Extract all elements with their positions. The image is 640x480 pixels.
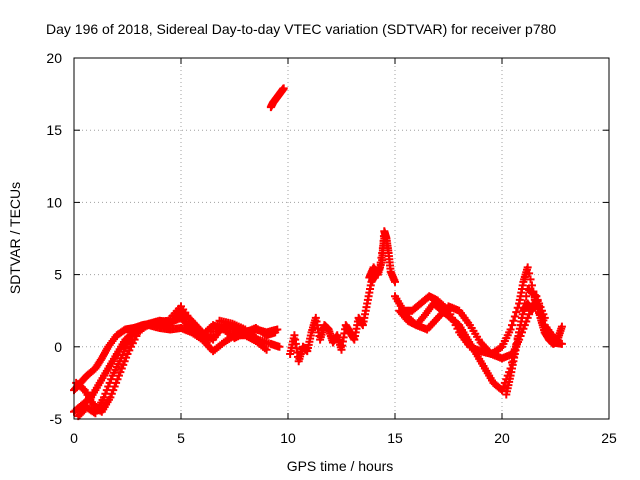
y-tick-label: -5 [50, 411, 63, 427]
data-point [391, 277, 399, 286]
data-point [271, 328, 280, 337]
grid-lines [74, 58, 609, 419]
data-point [527, 281, 536, 290]
data-point [525, 269, 534, 278]
x-tick-label: 20 [494, 430, 510, 446]
y-tick-label: 10 [46, 194, 62, 210]
series-late [502, 296, 566, 399]
data-points [70, 84, 566, 421]
y-tick-label: 20 [46, 50, 62, 66]
x-tick-label: 25 [601, 430, 617, 446]
data-point [512, 308, 521, 317]
plot-frame [73, 57, 610, 420]
data-point [510, 312, 519, 321]
series-track-D [72, 313, 280, 416]
y-tick-label: 0 [54, 339, 62, 355]
data-point [557, 339, 566, 348]
series-peak [365, 227, 399, 286]
series-isolated-burst [266, 84, 288, 112]
y-tick-label: 15 [46, 122, 62, 138]
axis-ticks: 0 5 10 15 20 25 -5 0 5 10 15 20 [46, 50, 617, 446]
x-tick-label: 0 [70, 430, 78, 446]
data-point [509, 316, 518, 325]
series-scattered [286, 234, 389, 366]
chart-title: Day 196 of 2018, Sidereal Day-to-day VTE… [46, 21, 556, 37]
x-tick-label: 15 [387, 430, 403, 446]
data-point [506, 325, 515, 334]
data-point [526, 275, 535, 284]
data-point [507, 321, 516, 330]
data-point [262, 345, 271, 354]
x-tick-label: 5 [177, 430, 185, 446]
y-axis-label: SDTVAR / TECUs [7, 182, 23, 294]
data-point [557, 322, 566, 331]
data-point [275, 342, 284, 351]
data-point [523, 263, 532, 272]
x-tick-label: 10 [280, 430, 296, 446]
y-tick-label: 5 [54, 267, 62, 283]
data-point [513, 303, 522, 312]
x-axis-label: GPS time / hours [287, 458, 394, 474]
data-point [522, 292, 531, 301]
data-point [279, 84, 288, 93]
